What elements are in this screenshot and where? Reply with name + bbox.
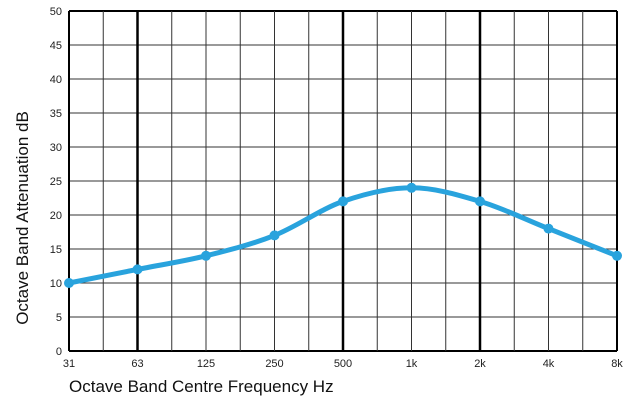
y-tick-label-15: 15 xyxy=(50,244,62,256)
data-point-4k xyxy=(543,223,554,234)
y-tick-label-50: 50 xyxy=(50,6,62,18)
x-tick-labels: 31 63 125 250 500 1k 2k 4k 8k xyxy=(63,358,623,370)
x-tick-label-500: 500 xyxy=(334,358,352,370)
data-point-31 xyxy=(64,278,74,288)
x-tick-label-125: 125 xyxy=(197,358,215,370)
x-tick-label-8k: 8k xyxy=(611,358,623,370)
y-tick-label-40: 40 xyxy=(50,74,62,86)
y-axis-title: Octave Band Attenuation dB xyxy=(13,111,32,325)
x-tick-label-31: 31 xyxy=(63,358,75,370)
data-point-1k xyxy=(406,182,417,193)
series-layer xyxy=(64,182,622,288)
x-tick-label-250: 250 xyxy=(265,358,283,370)
y-tick-labels: 0 5 10 15 20 25 30 35 40 45 50 xyxy=(50,6,62,358)
data-point-500 xyxy=(338,196,348,207)
y-tick-label-0: 0 xyxy=(56,346,62,358)
data-point-250 xyxy=(269,230,280,241)
y-tick-label-5: 5 xyxy=(56,312,62,324)
y-tick-label-45: 45 xyxy=(50,40,62,52)
y-tick-label-35: 35 xyxy=(50,108,62,120)
y-tick-label-25: 25 xyxy=(50,176,62,188)
x-tick-label-4k: 4k xyxy=(543,358,555,370)
data-point-2k xyxy=(475,196,485,207)
y-tick-label-10: 10 xyxy=(50,278,62,290)
x-tick-label-2k: 2k xyxy=(474,358,486,370)
data-point-63 xyxy=(132,264,143,275)
x-tick-label-1k: 1k xyxy=(406,358,418,370)
data-point-125 xyxy=(201,250,211,261)
x-axis-title: Octave Band Centre Frequency Hz xyxy=(69,377,334,396)
y-tick-label-20: 20 xyxy=(50,210,62,222)
data-point-8k xyxy=(612,250,622,261)
grid-lines xyxy=(68,10,618,352)
y-tick-label-30: 30 xyxy=(50,142,62,154)
x-tick-label-63: 63 xyxy=(131,358,143,370)
